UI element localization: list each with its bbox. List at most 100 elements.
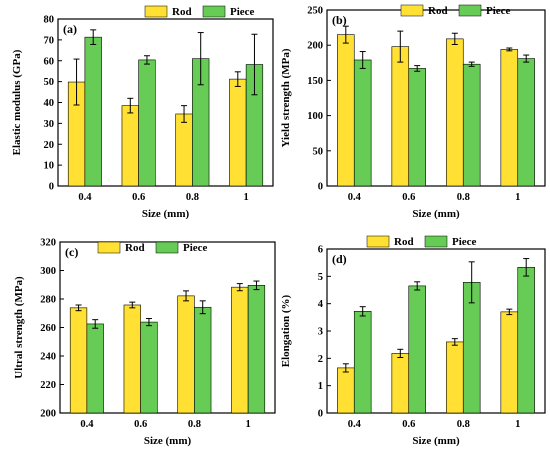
bar-rod [446,38,464,187]
y-tick-label: 40 [44,98,55,109]
x-tick-label: 1 [244,192,249,203]
bar-piece [517,58,535,187]
legend-swatch-piece [155,241,179,254]
panel-label: (d) [332,252,347,266]
legend-label-rod: Rod [125,242,145,254]
y-tick-label: 20 [44,140,55,151]
bar-rod [446,341,464,414]
legend-swatch-rod [144,5,168,18]
y-axis-title: Yield strength (MPa) [280,48,292,147]
legend-label-piece: Piece [230,6,255,18]
chart-panel-1: 0 10 20 30 40 50 60 70 80 0.4 0.6 0.8 1 (a) Rod Piece Si… [11,5,274,220]
y-tick-label: 320 [40,238,56,249]
chart-panel-2: 0 50 100 150 200 250 0.4 0.6 0.8 1 (b) Rod Piece Size… [280,4,546,220]
bar-piece [408,285,426,414]
panel-label: (c) [65,245,78,259]
bar-piece [138,59,156,187]
bar-rod [229,78,247,187]
bar-rod [123,304,141,414]
legend-swatch-piece [424,235,448,248]
x-axis-title: Size (mm) [144,435,192,447]
x-tick-label: 0.6 [402,192,415,203]
y-axis-title: Elastic modulus (GPa) [11,49,23,155]
y-tick-label: 250 [307,6,323,17]
y-axis-title: Ultral strength (MPa) [13,276,25,379]
x-axis-title: Size (mm) [412,435,460,447]
x-axis-title: Size (mm) [412,208,460,220]
bar-rod [391,353,410,414]
bar-rod [500,311,519,414]
y-tick-label: 30 [44,119,55,130]
y-tick-label: 300 [40,266,56,277]
y-tick-label: 80 [44,15,55,26]
bar-rod [69,307,88,414]
legend-swatch-rod [97,241,121,254]
legend-label-rod: Rod [428,5,448,17]
legend-swatch-rod [366,235,390,248]
legend-label-piece: Piece [452,236,477,248]
legend-swatch-piece [202,5,226,18]
x-tick-label: 1 [515,192,520,203]
legend-swatch-piece [458,4,482,17]
y-tick-label: 1 [318,381,323,392]
x-tick-label: 0.4 [80,419,94,430]
bar-piece [353,59,372,187]
x-tick-label: 0.8 [457,192,470,203]
bar-piece [247,285,266,414]
bar-rod [500,49,519,187]
x-tick-label: 1 [515,419,520,430]
legend-label-piece: Piece [486,5,511,17]
y-tick-label: 150 [307,76,323,87]
chart-panel-4: 0 1 2 3 4 5 6 0.4 0.6 0.8 1 (d) Rod Piece Size (mm) Elo… [280,235,546,447]
x-tick-label: 0.4 [348,419,362,430]
bar-rod [121,105,139,187]
y-tick-label: 100 [307,111,323,122]
y-tick-label: 0 [318,182,323,193]
x-tick-label: 1 [246,419,251,430]
legend: Rod Piece [144,5,255,18]
legend-label-rod: Rod [394,236,414,248]
y-tick-label: 260 [40,323,56,334]
x-tick-label: 0.4 [78,192,92,203]
x-tick-label: 0.8 [457,419,470,430]
y-tick-label: 0 [49,182,54,193]
x-tick-label: 0.4 [348,192,362,203]
y-tick-label: 50 [313,146,324,157]
y-tick-label: 5 [318,272,323,283]
bar-piece [140,321,158,414]
y-tick-label: 60 [44,56,55,67]
bar-rod [391,46,410,187]
legend-label-piece: Piece [183,242,208,254]
y-axis-title: Elongation (%) [280,294,292,367]
plot-frame [326,9,546,187]
bar-piece [353,311,372,414]
panel-label: (a) [63,22,77,36]
bar-piece [517,267,535,414]
legend-swatch-rod [400,4,424,17]
x-tick-label: 0.6 [134,419,147,430]
bar-piece [408,68,426,187]
bar-rod [231,286,249,414]
y-tick-label: 50 [44,77,55,88]
legend: Rod Piece [97,241,208,254]
y-tick-label: 200 [307,41,323,52]
chart-panel-3: 200 220 240 260 280 300 320 0.4 0.6 0.8 1 (c) Rod Pie… [13,238,276,447]
x-tick-label: 0.6 [402,419,415,430]
x-tick-label: 0.8 [188,419,201,430]
bar-rod [175,113,193,187]
legend: Rod Piece [366,235,477,248]
bar-rod [177,295,195,414]
y-tick-label: 4 [318,299,324,310]
bar-piece [194,306,212,414]
bar-piece [462,63,481,187]
bar-piece [86,323,104,414]
panel-label: (b) [332,13,347,27]
bar-rod [337,34,355,187]
bar-piece [84,36,102,187]
x-tick-label: 0.8 [186,192,199,203]
y-tick-label: 240 [40,352,56,363]
legend: Rod Piece [400,4,511,17]
y-tick-label: 3 [318,327,323,338]
y-tick-label: 280 [40,295,56,306]
